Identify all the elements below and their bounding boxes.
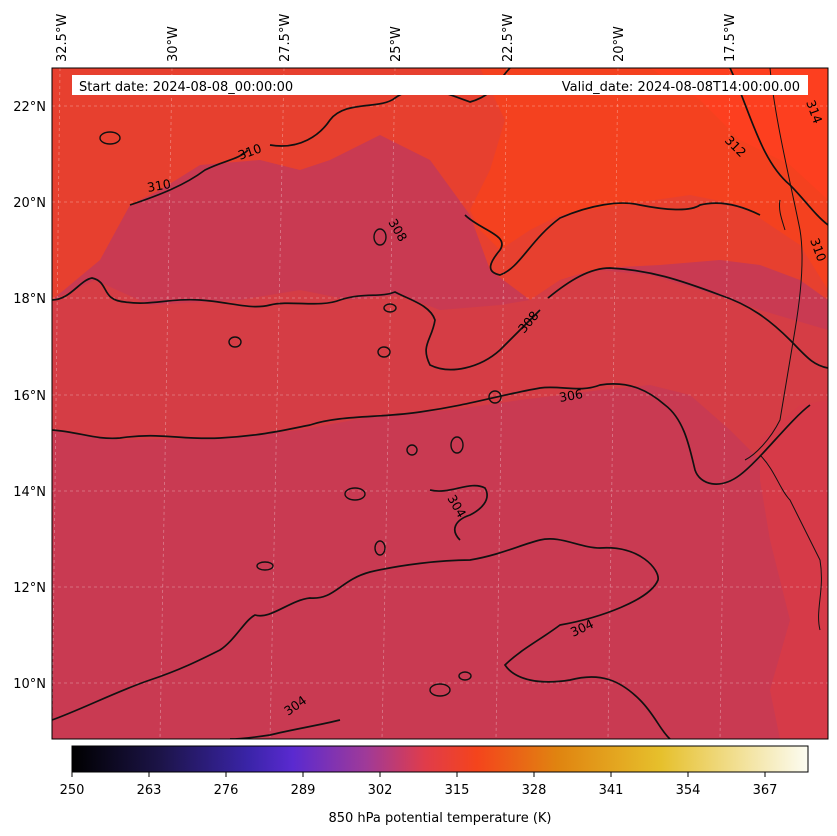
colorbar-tick: 341: [599, 783, 624, 798]
map-frame: [51, 67, 829, 740]
lat-label: 14°N: [13, 485, 46, 500]
lat-label: 22°N: [13, 100, 46, 115]
colorbar-ticks: 250 263 276 289 302 315 328 341 354 367: [60, 772, 778, 798]
latitude-labels: 22°N 20°N 18°N 16°N 14°N 12°N 10°N: [13, 100, 46, 692]
contour-label: 306: [558, 386, 584, 405]
colorbar-tick: 263: [137, 783, 162, 798]
colorbar-tick: 328: [522, 783, 547, 798]
colorbar: [71, 745, 809, 773]
colorbar-tick: 276: [214, 783, 239, 798]
lat-label: 18°N: [13, 292, 46, 307]
date-banner: [72, 75, 808, 95]
colorbar-tick: 315: [445, 783, 470, 798]
valid-date: Valid_date: 2024-08-08T14:00:00.00: [562, 80, 800, 95]
contour-label: 310: [146, 176, 172, 195]
lat-label: 16°N: [13, 389, 46, 404]
lon-label: 25°W: [389, 26, 404, 62]
potential-temperature-field: [52, 68, 828, 739]
contour-islands: [99, 131, 502, 697]
colorbar-tick: 302: [368, 783, 393, 798]
lon-label: 17.5°W: [723, 14, 738, 62]
longitude-labels: 32.5°W 30°W 27.5°W 25°W 22.5°W 20°W 17.5…: [55, 14, 738, 62]
graticule: [52, 68, 828, 739]
lat-label: 10°N: [13, 677, 46, 692]
start-date: Start date: 2024-08-08_00:00:00: [79, 80, 293, 95]
lat-label: 20°N: [13, 196, 46, 211]
lon-label: 27.5°W: [278, 14, 293, 62]
lon-label: 32.5°W: [55, 14, 70, 62]
colorbar-tick: 289: [291, 783, 316, 798]
lon-label: 22.5°W: [501, 14, 516, 62]
lon-label: 30°W: [166, 26, 181, 62]
colorbar-tick: 250: [60, 783, 85, 798]
colorbar-tick: 354: [676, 783, 701, 798]
lat-label: 12°N: [13, 581, 46, 596]
colorbar-tick: 367: [753, 783, 778, 798]
colorbar-label: 850 hPa potential temperature (K): [328, 811, 551, 826]
contour-lines: [52, 68, 828, 739]
lon-label: 20°W: [612, 26, 627, 62]
coastline: [744, 67, 822, 631]
